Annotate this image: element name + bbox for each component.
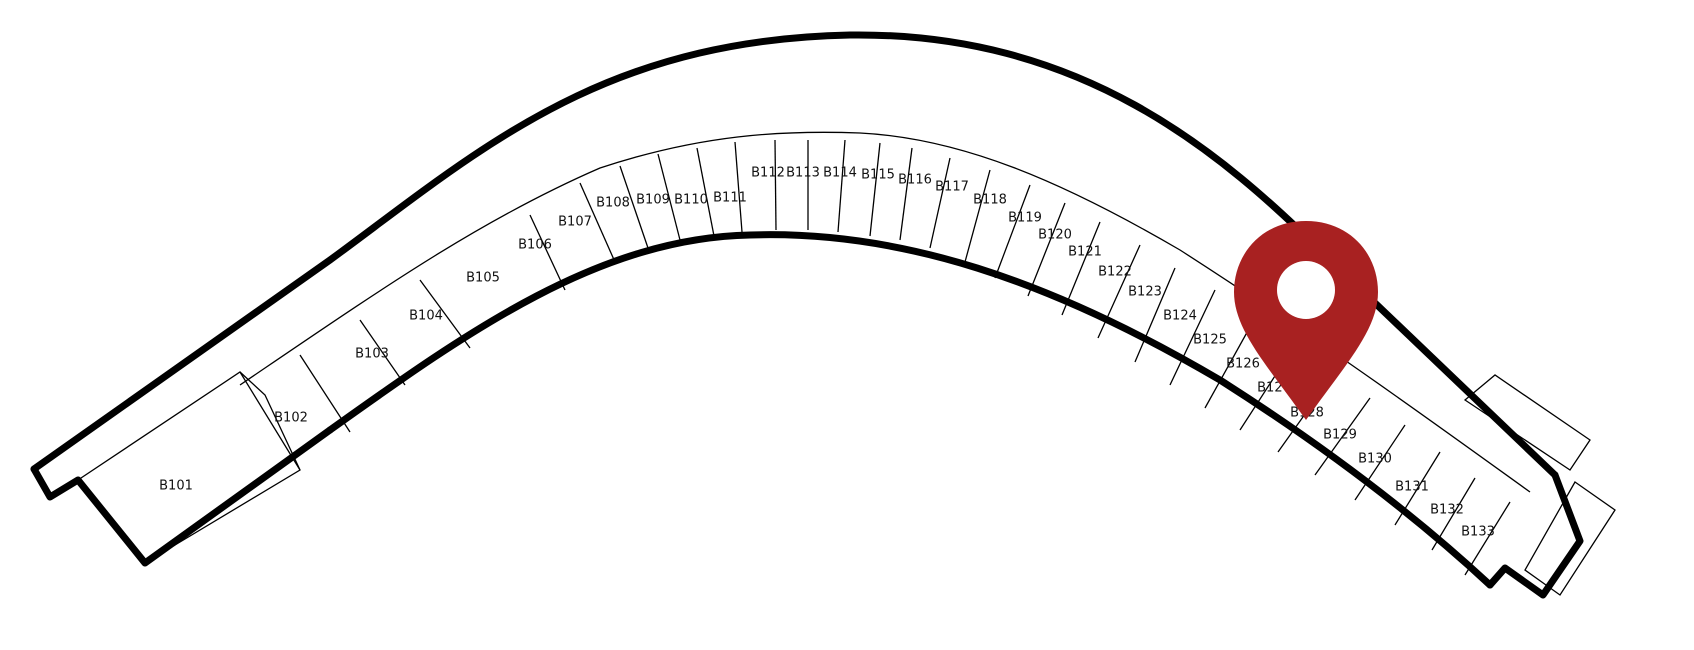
unit-label-b115[interactable]: B115 (861, 168, 895, 183)
unit-label-b101[interactable]: B101 (159, 479, 193, 494)
unit-divider (1394, 451, 1441, 526)
unit-label-b111[interactable]: B111 (713, 191, 747, 206)
unit-label-b104[interactable]: B104 (409, 309, 443, 324)
right-corridor-box (1524, 481, 1616, 596)
unit-label-b117[interactable]: B117 (935, 180, 969, 195)
unit-divider (299, 354, 351, 433)
unit-label-b105[interactable]: B105 (466, 271, 500, 286)
unit-label-b131[interactable]: B131 (1395, 480, 1429, 495)
unit-divider (619, 165, 649, 249)
unit-divider (1314, 397, 1371, 476)
unit-divider (579, 182, 616, 263)
unit-label-b103[interactable]: B103 (355, 347, 389, 362)
unit-divider (696, 147, 715, 237)
unit-label-b132[interactable]: B132 (1430, 503, 1464, 518)
unit-divider (657, 153, 681, 241)
unit-label-b121[interactable]: B121 (1068, 245, 1102, 260)
unit-label-b120[interactable]: B120 (1038, 228, 1072, 243)
unit-divider (774, 139, 777, 231)
unit-label-b106[interactable]: B106 (518, 238, 552, 253)
unit-label-b122[interactable]: B122 (1098, 265, 1132, 280)
unit-divider (1431, 477, 1476, 551)
unit-label-b112[interactable]: B112 (751, 166, 785, 181)
unit-divider (734, 141, 743, 233)
unit-label-b125[interactable]: B125 (1193, 333, 1227, 348)
unit-label-b126[interactable]: B126 (1226, 357, 1260, 372)
outer-wall-left-tab (30, 426, 334, 567)
right-storage-box (1463, 374, 1591, 471)
unit-label-b118[interactable]: B118 (973, 193, 1007, 208)
map-pin-hole (1277, 261, 1335, 319)
unit-divider (1464, 501, 1511, 576)
unit-divider (837, 139, 846, 233)
unit-label-b107[interactable]: B107 (558, 215, 592, 230)
unit-divider (359, 319, 406, 386)
map-pin-body (1234, 221, 1378, 420)
unit-labels: B101 B102 B103 B104 B105 B106 B107 B108 B109 B110… (159, 166, 1495, 540)
unit-divider (239, 371, 301, 471)
unit-divider (1134, 267, 1176, 363)
unit-label-b133[interactable]: B133 (1461, 525, 1495, 540)
unit-divider (1027, 202, 1066, 297)
inner-wall (326, 231, 1494, 589)
unit-label-b130[interactable]: B130 (1358, 452, 1392, 467)
unit-divider (1061, 221, 1101, 316)
unit-label-b119[interactable]: B119 (1008, 211, 1042, 226)
unit-label-b116[interactable]: B116 (898, 173, 932, 188)
unit-divider (1097, 244, 1141, 339)
outer-wall-right-tab (1486, 471, 1584, 599)
unit-label-b109[interactable]: B109 (636, 193, 670, 208)
unit-label-b110[interactable]: B110 (674, 193, 708, 208)
unit-divider (964, 169, 991, 263)
unit-divider (1169, 289, 1216, 386)
unit-label-b113[interactable]: B113 (786, 166, 820, 181)
unit-divider (529, 214, 566, 291)
unit-label-b108[interactable]: B108 (596, 196, 630, 211)
unit-label-b129[interactable]: B129 (1323, 428, 1357, 443)
outer-wall (30, 31, 1559, 479)
unit-label-b124[interactable]: B124 (1163, 309, 1197, 324)
unit-divider (929, 157, 951, 249)
unit-label-b123[interactable]: B123 (1128, 285, 1162, 300)
unit-divider (869, 142, 881, 237)
unit-label-b102[interactable]: B102 (274, 411, 308, 426)
unit-b101-box (77, 371, 301, 564)
unit-divider (1354, 424, 1406, 501)
unit-divider (994, 184, 1031, 279)
unit-divider (899, 147, 913, 241)
unit-dividers (239, 139, 1511, 576)
map-pin-icon (1234, 221, 1378, 420)
unit-divider (419, 279, 471, 349)
unit-label-b114[interactable]: B114 (823, 166, 857, 181)
